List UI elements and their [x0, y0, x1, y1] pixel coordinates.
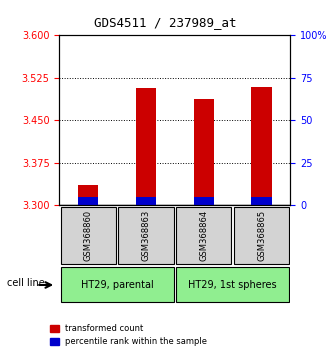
Text: HT29, parental: HT29, parental — [81, 280, 153, 290]
FancyBboxPatch shape — [176, 206, 231, 264]
Bar — [251, 87, 272, 205]
FancyBboxPatch shape — [176, 268, 289, 302]
FancyBboxPatch shape — [118, 206, 174, 264]
Bar — [251, 197, 272, 205]
Text: GSM368865: GSM368865 — [257, 210, 266, 261]
Bar — [194, 99, 214, 205]
FancyBboxPatch shape — [234, 206, 289, 264]
FancyBboxPatch shape — [61, 206, 116, 264]
Text: cell line: cell line — [7, 278, 44, 288]
FancyBboxPatch shape — [61, 268, 174, 302]
Bar — [78, 185, 98, 205]
Text: GSM368860: GSM368860 — [84, 210, 93, 261]
Legend: transformed count, percentile rank within the sample: transformed count, percentile rank withi… — [47, 321, 211, 350]
Text: GDS4511 / 237989_at: GDS4511 / 237989_at — [94, 17, 236, 29]
Bar — [194, 197, 214, 205]
Bar — [136, 87, 156, 205]
Text: GSM368863: GSM368863 — [142, 210, 150, 261]
Bar — [78, 197, 98, 205]
Bar — [136, 197, 156, 205]
Text: HT29, 1st spheres: HT29, 1st spheres — [188, 280, 277, 290]
Text: GSM368864: GSM368864 — [199, 210, 208, 261]
